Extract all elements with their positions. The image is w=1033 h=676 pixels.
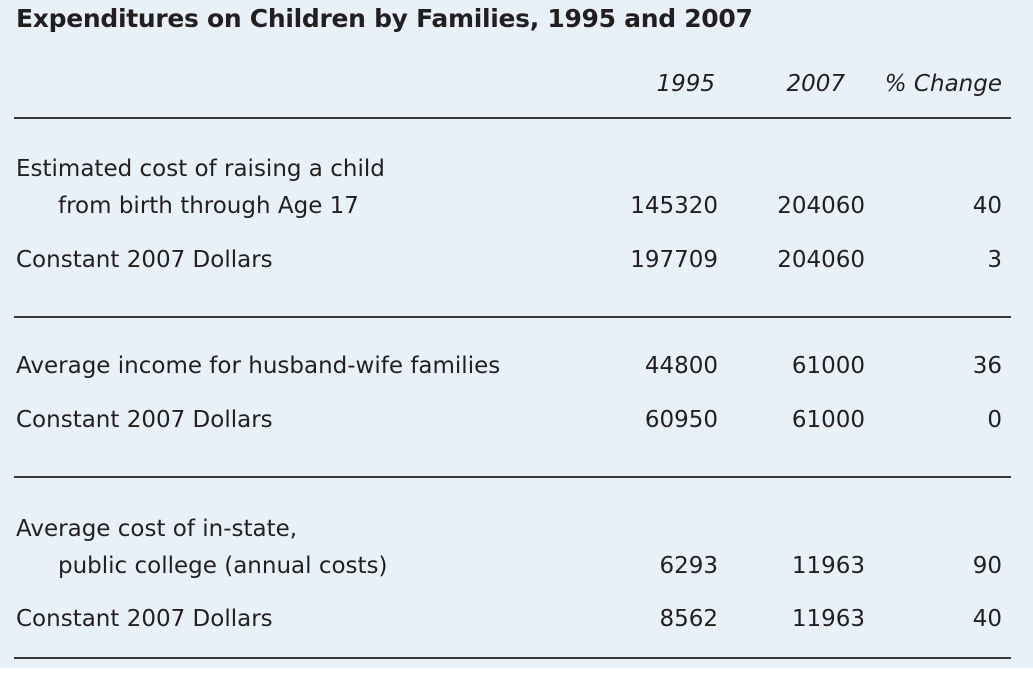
cell-2007: 204060 <box>777 247 865 273</box>
row-label-continued: from birth through Age 17 <box>58 193 359 219</box>
cell-change: 40 <box>972 193 1002 219</box>
cell-change: 3 <box>987 247 1002 273</box>
cell-2007: 11963 <box>791 606 865 632</box>
cell-change: 40 <box>972 606 1002 632</box>
cell-2007: 61000 <box>791 407 865 433</box>
cell-1995: 60950 <box>644 407 718 433</box>
header-divider <box>14 117 1011 119</box>
cell-change: 90 <box>972 553 1002 579</box>
cell-1995: 197709 <box>630 247 718 273</box>
cell-1995: 6293 <box>659 553 718 579</box>
row-label: Average cost of in-state, <box>16 516 298 542</box>
bottom-divider <box>14 657 1011 659</box>
group-divider <box>14 316 1011 318</box>
table-title: Expenditures on Children by Families, 19… <box>16 4 753 33</box>
group-divider <box>14 476 1011 478</box>
column-header-2007: 2007 <box>786 71 845 97</box>
row-label-continued: public college (annual costs) <box>58 553 388 579</box>
cell-1995: 145320 <box>630 193 718 219</box>
row-label: Constant 2007 Dollars <box>16 247 273 273</box>
cell-1995: 8562 <box>659 606 718 632</box>
column-header-change: % Change <box>884 71 1002 97</box>
row-label: Constant 2007 Dollars <box>16 407 273 433</box>
cell-change: 0 <box>987 407 1002 433</box>
cell-2007: 61000 <box>791 353 865 379</box>
row-label: Constant 2007 Dollars <box>16 606 273 632</box>
cell-2007: 11963 <box>791 553 865 579</box>
row-label: Estimated cost of raising a child <box>16 156 385 182</box>
cell-1995: 44800 <box>644 353 718 379</box>
cell-2007: 204060 <box>777 193 865 219</box>
row-label: Average income for husband-wife families <box>16 353 501 379</box>
column-header-1995: 1995 <box>656 71 715 97</box>
cell-change: 36 <box>972 353 1002 379</box>
